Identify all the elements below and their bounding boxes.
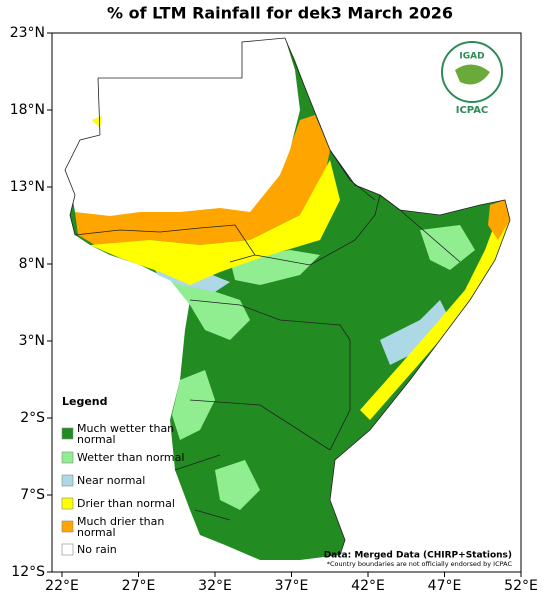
data-source: Data: Merged Data (CHIRP+Stations) [324, 551, 512, 561]
much-drier-area [488, 200, 510, 240]
y-tick-label: 18°N [10, 102, 45, 118]
logo-bottom-text: ICPAC [456, 105, 489, 116]
much-drier-area [75, 115, 330, 245]
legend-swatch [61, 474, 74, 487]
y-tick-label: 23°N [10, 25, 45, 41]
disclaimer: *Country boundaries are not officially e… [327, 560, 513, 568]
wetter-area [215, 460, 260, 510]
legend-label: Near normal [77, 474, 145, 487]
logo-top-text: IGAD [459, 52, 484, 62]
wetter-area [170, 280, 250, 340]
logo-map-icon [455, 64, 490, 85]
y-tick-label: 7°S [20, 487, 45, 503]
y-tick-label: 2°S [20, 410, 45, 426]
legend-swatch [61, 520, 74, 533]
legend-label: No rain [77, 543, 117, 556]
legend-label: Wetter than normal [77, 451, 184, 464]
map-title: % of LTM Rainfall for dek3 March 2026 [107, 4, 453, 23]
near-normal-area [380, 300, 450, 365]
legend-title: Legend [62, 395, 108, 408]
x-tick-label: 52°E [504, 578, 538, 594]
x-tick-label: 47°E [428, 578, 462, 594]
coastline [64, 37, 511, 556]
y-tick-label: 13°N [10, 179, 45, 195]
legend: Legend Much wetter than normal Wetter than… [61, 395, 184, 556]
x-tick-label: 37°E [275, 578, 309, 594]
rainfall-map [64, 37, 511, 560]
legend-label: Much wetter than normal [77, 422, 174, 446]
x-tick-label: 42°E [351, 578, 385, 594]
logo: IGAD ICPAC [441, 41, 503, 116]
legend-label: Much drier than normal [77, 515, 164, 539]
x-tick-label: 22°E [45, 578, 79, 594]
no-rain-area [65, 38, 300, 216]
wetter-area [420, 225, 475, 270]
x-tick-label: 32°E [198, 578, 232, 594]
y-tick-label: 8°N [19, 256, 45, 272]
y-tick-label: 3°N [19, 333, 45, 349]
drier-area [90, 160, 340, 285]
legend-swatch [61, 543, 74, 556]
y-tick-label: 12°S [11, 564, 45, 580]
legend-swatch [61, 427, 74, 440]
legend-label: Drier than normal [77, 497, 175, 510]
legend-swatch [61, 497, 74, 510]
wetter-area [172, 370, 215, 440]
x-tick-label: 27°E [122, 578, 156, 594]
legend-swatch [61, 451, 74, 464]
